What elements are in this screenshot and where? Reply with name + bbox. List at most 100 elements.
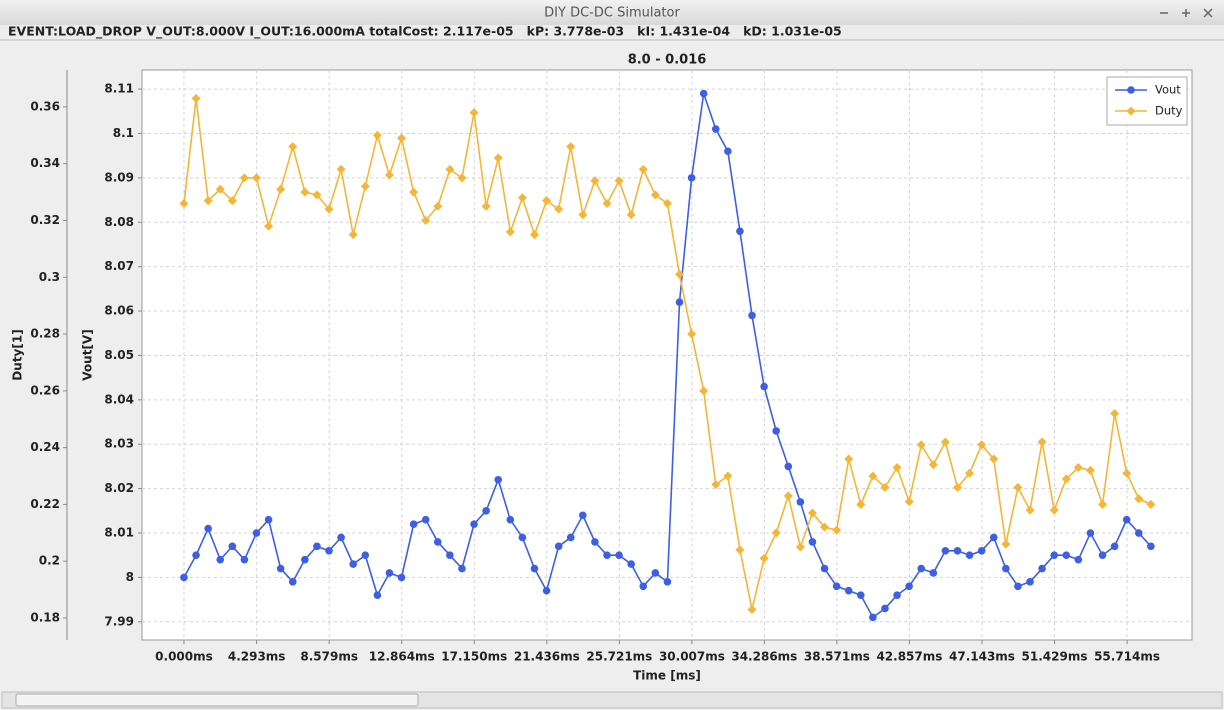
marker bbox=[579, 511, 587, 520]
marker bbox=[1025, 505, 1035, 515]
x-axis-label: Time [ms] bbox=[633, 669, 701, 683]
marker bbox=[421, 515, 430, 524]
marker bbox=[615, 551, 623, 560]
marker bbox=[675, 269, 685, 279]
marker bbox=[324, 204, 334, 214]
marker bbox=[445, 164, 455, 174]
legend-symbol bbox=[1127, 86, 1135, 94]
marker bbox=[361, 551, 370, 560]
marker bbox=[433, 538, 442, 546]
marker bbox=[844, 454, 854, 464]
marker bbox=[446, 551, 454, 560]
marker bbox=[591, 538, 599, 546]
marker bbox=[662, 198, 672, 208]
marker bbox=[724, 147, 732, 156]
marker bbox=[240, 555, 249, 564]
marker bbox=[892, 463, 902, 473]
marker bbox=[517, 193, 527, 203]
legend-box bbox=[1106, 76, 1188, 126]
marker bbox=[965, 468, 975, 478]
status-text: EVENT:LOAD_DROP V_OUT:8.000V I_OUT:16.00… bbox=[8, 24, 842, 40]
marker bbox=[542, 586, 551, 595]
marker bbox=[832, 525, 842, 535]
y2-tick-label: 0.34 bbox=[30, 156, 60, 170]
y-tick-label: 8.03 bbox=[104, 437, 134, 451]
marker bbox=[857, 591, 865, 599]
marker bbox=[869, 613, 877, 622]
marker bbox=[1110, 542, 1119, 551]
marker bbox=[1062, 551, 1071, 560]
marker bbox=[469, 108, 479, 118]
marker bbox=[747, 604, 757, 614]
marker bbox=[760, 382, 768, 391]
marker bbox=[482, 507, 490, 515]
marker bbox=[881, 604, 889, 613]
marker bbox=[953, 546, 962, 555]
marker bbox=[807, 508, 817, 518]
marker bbox=[687, 174, 696, 182]
marker bbox=[301, 555, 309, 564]
marker bbox=[614, 176, 624, 186]
marker bbox=[397, 133, 407, 143]
marker bbox=[771, 528, 781, 538]
marker bbox=[784, 462, 793, 471]
marker bbox=[844, 586, 853, 595]
marker bbox=[952, 482, 962, 492]
marker bbox=[506, 515, 515, 524]
marker bbox=[372, 130, 382, 140]
marker bbox=[1098, 499, 1108, 509]
marker bbox=[940, 437, 950, 447]
marker bbox=[251, 173, 261, 183]
marker bbox=[252, 529, 261, 537]
marker bbox=[675, 298, 684, 306]
status-bar bbox=[0, 25, 1224, 40]
marker bbox=[916, 440, 926, 450]
marker bbox=[228, 542, 237, 551]
marker bbox=[795, 542, 805, 552]
marker bbox=[348, 230, 358, 240]
y2-tick-label: 0.36 bbox=[30, 99, 60, 113]
marker bbox=[868, 471, 878, 481]
marker bbox=[180, 573, 188, 582]
marker bbox=[1073, 463, 1083, 473]
marker bbox=[505, 227, 515, 237]
marker bbox=[917, 564, 926, 573]
marker bbox=[711, 125, 720, 133]
y-tick-label: 8.04 bbox=[104, 392, 134, 406]
y-tick-label: 8.05 bbox=[104, 348, 134, 362]
x-tick-label: 8.579ms bbox=[300, 650, 358, 664]
marker bbox=[1013, 482, 1023, 492]
marker bbox=[929, 569, 938, 577]
series bbox=[180, 89, 1155, 622]
marker bbox=[663, 578, 672, 586]
marker bbox=[554, 204, 564, 214]
marker bbox=[192, 551, 200, 560]
scrollbar-thumb[interactable] bbox=[15, 693, 419, 707]
y2-tick-label: 0.22 bbox=[30, 497, 60, 511]
marker bbox=[711, 480, 721, 490]
marker bbox=[264, 515, 273, 524]
marker bbox=[1086, 529, 1095, 537]
marker bbox=[651, 569, 660, 577]
marker bbox=[1038, 564, 1046, 573]
marker bbox=[578, 210, 588, 220]
marker bbox=[893, 591, 901, 599]
marker bbox=[1147, 542, 1155, 551]
legend-label: Vout bbox=[1155, 83, 1181, 97]
y-tick-label: 8.02 bbox=[104, 481, 134, 495]
x-tick-label: 47.143ms bbox=[949, 650, 1015, 664]
window-controls bbox=[1160, 8, 1213, 18]
marker bbox=[989, 454, 999, 464]
marker bbox=[215, 184, 225, 194]
marker bbox=[494, 475, 503, 484]
marker bbox=[1026, 578, 1034, 586]
x-tick-label: 25.721ms bbox=[586, 650, 652, 664]
x-tick-label: 17.150ms bbox=[441, 650, 507, 664]
marker bbox=[1146, 499, 1156, 509]
marker bbox=[325, 546, 333, 555]
close-button-x[interactable] bbox=[1203, 8, 1213, 18]
marker bbox=[312, 190, 322, 200]
y-tick-label: 8.08 bbox=[104, 215, 134, 229]
y-tick-label: 8.09 bbox=[104, 170, 134, 184]
marker bbox=[337, 533, 345, 542]
